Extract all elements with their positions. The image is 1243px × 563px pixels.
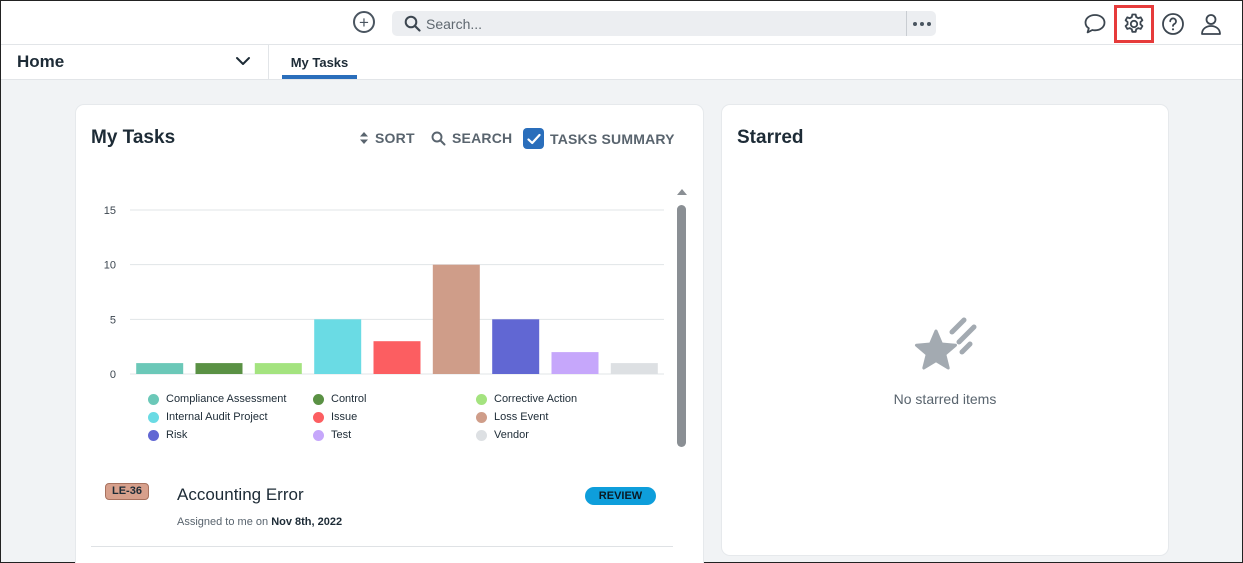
chat-bubble-icon[interactable]	[1083, 12, 1107, 36]
y-tick-label: 10	[104, 260, 116, 272]
starred-panel: Starred No starred items	[722, 105, 1168, 555]
chart-bar[interactable]	[610, 363, 658, 374]
tasks-scrollbar[interactable]	[676, 189, 688, 549]
search-icon	[431, 131, 446, 145]
legend-item[interactable]: Corrective Action	[476, 393, 577, 405]
legend-label: Risk	[166, 429, 188, 441]
legend-item[interactable]: Test	[313, 429, 351, 441]
chevron-down-icon	[236, 57, 250, 65]
chart-bar[interactable]	[492, 319, 540, 374]
nav-bar: Home My Tasks	[1, 45, 1242, 80]
search-input[interactable]	[426, 13, 896, 34]
more-dots-icon[interactable]	[906, 11, 936, 36]
legend-label: Vendor	[494, 429, 529, 441]
search-tasks-button[interactable]: SEARCH	[431, 130, 512, 146]
starred-title: Starred	[737, 127, 804, 148]
legend-dot	[148, 429, 159, 441]
chart-bar[interactable]	[195, 363, 243, 374]
legend-label: Issue	[331, 411, 358, 423]
sort-button[interactable]: SORT	[359, 130, 415, 146]
legend-item[interactable]: Loss Event	[476, 411, 548, 423]
legend-label: Test	[331, 429, 352, 441]
legend-dot	[476, 393, 487, 405]
task-assigned-info: Assigned to me on Nov 8th, 2022	[177, 516, 342, 528]
legend-dot	[476, 429, 487, 441]
legend-label: Internal Audit Project	[166, 411, 268, 423]
sort-label: SORT	[375, 130, 415, 146]
shooting-star-icon	[915, 317, 977, 370]
legend-dot	[476, 411, 487, 423]
check-icon	[526, 133, 541, 144]
tasks-summary-chart: 0 5 10 15	[104, 205, 664, 381]
sort-icon	[360, 132, 368, 144]
legend-item[interactable]: Risk	[148, 429, 187, 441]
legend-label: Loss Event	[494, 411, 549, 423]
top-bar: +	[1, 1, 1242, 45]
tab-my-tasks[interactable]: My Tasks	[282, 45, 357, 79]
y-tick-label: 15	[104, 205, 116, 217]
legend-item[interactable]: Compliance Assessment	[148, 393, 286, 405]
chart-bar[interactable]	[136, 363, 184, 374]
chart-bar[interactable]	[254, 363, 302, 374]
legend-dot	[313, 393, 324, 405]
task-id-badge: LE-36	[105, 483, 149, 500]
task-name[interactable]: Accounting Error	[177, 485, 304, 504]
legend-dot	[148, 393, 159, 405]
global-search[interactable]	[392, 11, 936, 36]
legend-dot	[313, 411, 324, 423]
tasks-summary-label: TASKS SUMMARY	[550, 130, 675, 147]
chart-bar[interactable]	[373, 341, 421, 374]
legend-label: Control	[331, 393, 367, 405]
scroll-up-icon[interactable]	[677, 189, 687, 195]
assigned-prefix: Assigned to me on	[177, 516, 269, 528]
chart-bar[interactable]	[314, 319, 362, 374]
my-tasks-panel: My Tasks SORT SEARCH TASKS SUMMARY 0 5 10 1…	[76, 105, 703, 563]
tasks-summary-checkbox[interactable]	[523, 128, 544, 149]
gear-icon[interactable]	[1122, 12, 1146, 36]
task-row[interactable]: LE-36 Accounting Error REVIEW Assigned t…	[91, 471, 673, 547]
legend-label: Corrective Action	[494, 393, 578, 405]
y-tick-label: 5	[110, 314, 116, 326]
legend-item[interactable]: Control	[313, 393, 366, 405]
user-icon[interactable]	[1199, 12, 1223, 36]
assigned-date: Nov 8th, 2022	[271, 516, 343, 528]
gear-highlight	[1114, 5, 1154, 43]
legend-dot	[313, 429, 324, 441]
y-tick-label: 0	[110, 369, 116, 381]
status-badge: REVIEW	[585, 487, 656, 505]
scroll-thumb[interactable]	[677, 205, 686, 447]
my-tasks-title: My Tasks	[91, 127, 176, 148]
no-starred-text: No starred items	[893, 391, 997, 407]
chart-bar[interactable]	[432, 264, 480, 374]
tasks-summary-toggle[interactable]: TASKS SUMMARY	[523, 128, 675, 149]
search-label: SEARCH	[452, 130, 513, 146]
legend-item[interactable]: Internal Audit Project	[148, 411, 268, 423]
legend-item[interactable]: Issue	[313, 411, 357, 423]
search-icon	[404, 15, 421, 32]
legend-dot	[148, 411, 159, 423]
add-circle-icon[interactable]: +	[353, 11, 375, 33]
home-dropdown[interactable]: Home	[1, 45, 269, 79]
home-label: Home	[17, 52, 65, 71]
chart-bar[interactable]	[551, 352, 599, 374]
help-circle-icon[interactable]	[1161, 12, 1185, 36]
legend-item[interactable]: Vendor	[476, 429, 529, 441]
legend-label: Compliance Assessment	[166, 393, 287, 405]
